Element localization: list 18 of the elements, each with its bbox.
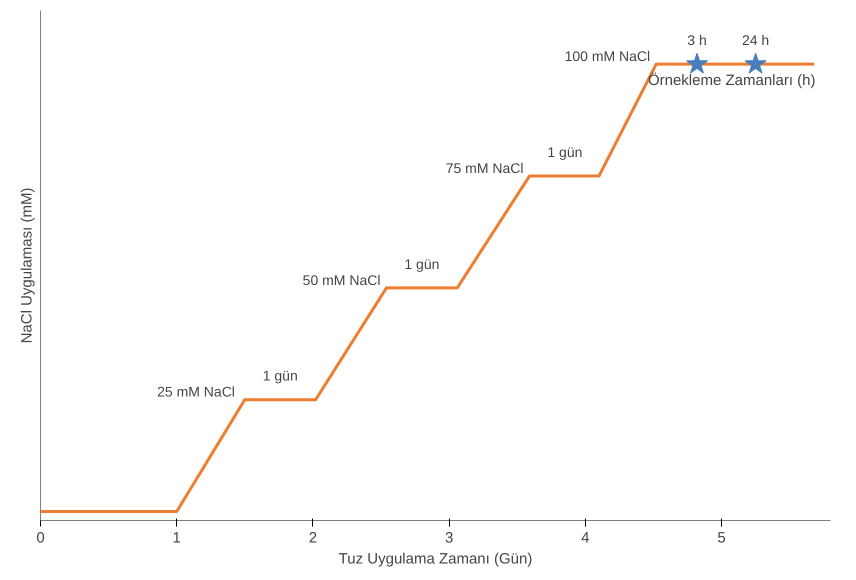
annotation: Örnekleme Zamanları (h): [648, 72, 816, 89]
x-tick-label: 1: [172, 530, 181, 546]
annotation: 100 mM NaCl: [564, 48, 650, 64]
annotation: 1 gün: [547, 144, 582, 160]
annotation: 1 gün: [404, 256, 440, 272]
x-tick-label: 4: [581, 530, 590, 546]
y-axis-title: NaCl Uygulaması (mM): [18, 188, 36, 344]
annotation: 24 h: [742, 32, 770, 48]
annotation: 75 mM NaCl: [446, 160, 524, 176]
x-tick-label: 5: [717, 530, 726, 546]
x-tick-label: 2: [308, 530, 318, 546]
annotation: 1 gün: [262, 368, 298, 384]
x-tick-label: 0: [36, 530, 45, 546]
annotation: 25 mM NaCl: [157, 384, 235, 400]
annotation: 3 h: [687, 32, 707, 48]
annotation: 50 mM NaCl: [302, 272, 380, 288]
x-tick-label: 3: [444, 530, 454, 546]
x-axis-title: Tuz Uygulama Zamanı (Gün): [338, 550, 532, 568]
